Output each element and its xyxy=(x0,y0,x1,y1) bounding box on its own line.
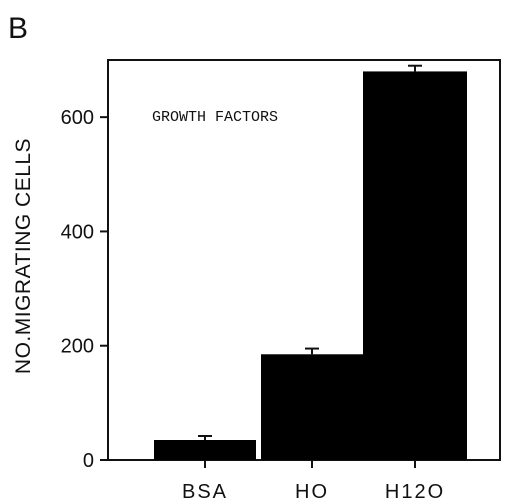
bars-group xyxy=(154,64,467,460)
bar-h12o xyxy=(363,71,467,460)
bar-bsa xyxy=(154,440,256,460)
y-axis: 0 200 400 600 xyxy=(61,107,108,472)
y-axis-label: NO.MIGRATING CELLS xyxy=(12,138,35,374)
chart-annotation: GROWTH FACTORS xyxy=(152,109,278,126)
x-tick-label: BSA xyxy=(182,481,228,503)
panel-label: B xyxy=(8,12,28,45)
bar-ho xyxy=(261,354,363,460)
x-tick-label: HO xyxy=(295,481,329,503)
y-tick-label: 400 xyxy=(61,221,94,243)
x-axis: BSA HO H12O xyxy=(182,460,445,503)
y-tick-label: 200 xyxy=(61,336,94,358)
x-tick-label: H12O xyxy=(385,481,445,503)
y-tick-label: 600 xyxy=(61,107,94,129)
y-tick-label: 0 xyxy=(83,450,94,472)
